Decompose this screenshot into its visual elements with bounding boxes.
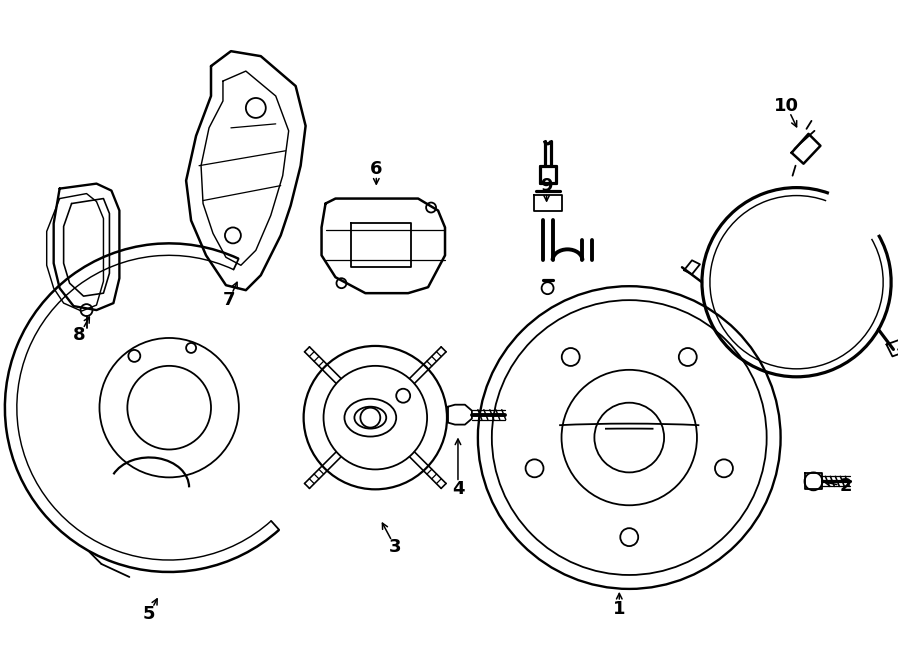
Text: 3: 3: [389, 538, 401, 556]
Text: 2: 2: [840, 477, 852, 495]
Text: 4: 4: [452, 481, 464, 498]
Text: 7: 7: [222, 291, 235, 309]
Text: 9: 9: [540, 177, 553, 195]
Text: 10: 10: [774, 97, 799, 115]
Text: 5: 5: [143, 605, 156, 623]
Text: 1: 1: [613, 600, 626, 618]
Text: 8: 8: [73, 326, 86, 344]
Text: 6: 6: [370, 160, 382, 177]
